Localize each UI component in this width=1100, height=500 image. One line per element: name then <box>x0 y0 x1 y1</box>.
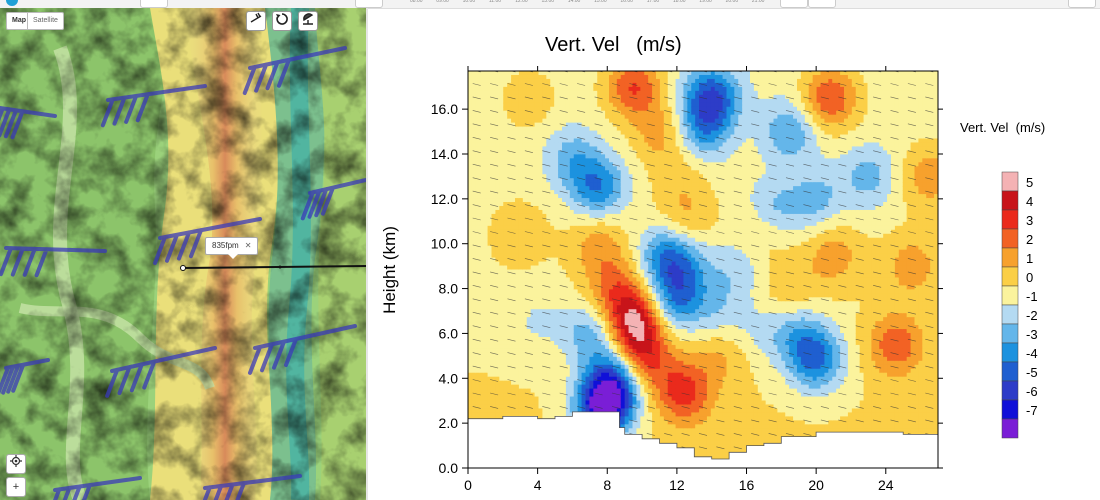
colorbar-swatch <box>1001 266 1019 287</box>
colorbar-label: 4 <box>1026 194 1033 209</box>
radar-dish-icon[interactable] <box>298 11 318 31</box>
colorbar-swatch <box>1001 399 1019 420</box>
wind-barb <box>153 217 262 266</box>
timeline-label[interactable]: 20:00 <box>725 0 739 4</box>
colorbar-label: -3 <box>1026 327 1038 342</box>
y-tick-label: 12.0 <box>431 191 458 207</box>
colorbar-swatch <box>1001 304 1019 325</box>
timeline-label[interactable]: 13:00 <box>541 0 555 4</box>
route-rate-text: 835fpm <box>212 241 239 250</box>
route-info-label[interactable]: 835fpm ✕ <box>205 237 259 259</box>
colorbar-label: -7 <box>1026 403 1038 418</box>
chart-title: Vert. Vel (m/s) <box>545 34 682 56</box>
y-tick-label: 10.0 <box>431 236 458 252</box>
y-tick-label: 8.0 <box>439 281 459 297</box>
colorbar-label: 3 <box>1026 213 1033 228</box>
toolbar-button[interactable] <box>1068 0 1096 8</box>
timeline-next-button[interactable] <box>808 0 836 8</box>
vertical-velocity-chart: 0.02.04.06.08.010.012.014.016.00 4 8 12 16 20… <box>431 66 1038 493</box>
close-icon[interactable]: ✕ <box>244 241 252 250</box>
colorbar-label: -4 <box>1026 346 1038 361</box>
wind-barb <box>300 178 366 221</box>
y-tick-label: 4.0 <box>439 370 459 386</box>
timeline-prev-button[interactable] <box>780 0 808 8</box>
plot-frame <box>467 70 939 469</box>
timeline-label[interactable]: 18:00 <box>673 0 686 4</box>
timeline[interactable]: 08:00 09:00 10:00 11:00 12:00 13:00 14:00 15:00… <box>410 0 780 6</box>
colorbar: 5 4 3 2 1 0 -1 -2 -3 -4 -5 -6 -7 <box>1001 171 1038 439</box>
timeline-label[interactable]: 12:00 <box>515 0 528 4</box>
app-logo[interactable] <box>6 0 18 6</box>
timeline-label[interactable]: 09:00 <box>436 0 449 4</box>
x-tick-label: 24 <box>878 477 894 493</box>
zoom-in-icon[interactable]: + <box>6 477 26 497</box>
timeline-label[interactable]: 08:00 <box>410 0 423 4</box>
toolbar-button[interactable] <box>355 0 383 8</box>
y-tick-label: 6.0 <box>439 325 459 341</box>
colorbar-swatch <box>1001 342 1019 363</box>
x-tick-label: 20 <box>808 477 824 493</box>
wind-barb <box>242 46 347 95</box>
colorbar-swatch <box>1001 323 1019 344</box>
x-tick-label: 16 <box>739 477 755 493</box>
timeline-label[interactable]: 10:00 <box>462 0 476 4</box>
colorbar-swatch <box>1001 247 1019 268</box>
top-toolbar: 08:00 09:00 10:00 11:00 12:00 13:00 14:00 15:00… <box>0 0 1100 9</box>
colorbar-swatch <box>1001 361 1019 382</box>
y-tick-label: 2.0 <box>439 415 459 431</box>
colorbar-swatch <box>1001 209 1019 230</box>
locate-icon[interactable] <box>6 454 26 474</box>
wind-barb <box>0 358 50 395</box>
wind-barb <box>0 106 57 140</box>
timeline-label[interactable]: 14:00 <box>567 0 581 4</box>
wind-barb <box>105 346 217 398</box>
terrain-map[interactable] <box>0 8 366 500</box>
timeline-label[interactable]: 21:00 <box>751 0 765 4</box>
terrain-profile <box>467 411 939 469</box>
map-panel[interactable]: Map Satellite 835fpm ✕ + <box>0 8 366 500</box>
x-tick-label: 4 <box>534 477 542 493</box>
colorbar-label: 5 <box>1026 175 1033 190</box>
satellite-view-tab[interactable]: Satellite <box>27 12 64 30</box>
timeline-label[interactable]: 11:00 <box>488 0 502 4</box>
colorbar-swatch <box>1001 171 1019 192</box>
toolbar-button[interactable] <box>140 0 168 8</box>
wind-barb-icon[interactable] <box>246 11 266 31</box>
panel-divider[interactable] <box>366 8 368 500</box>
colorbar-label: -5 <box>1026 365 1038 380</box>
colorbar-swatch <box>1001 418 1019 439</box>
colorbar-label: 1 <box>1026 251 1033 266</box>
y-axis-title: Height (km) <box>380 226 399 314</box>
wind-barb <box>248 324 357 375</box>
wind-barb <box>0 246 107 278</box>
chart-axes: 0.0 2.0 4.0 6.0 8.0 10.0 12.0 14.0 16.0 0 4 8 12 16 20… <box>431 66 943 493</box>
timeline-label[interactable]: 15:00 <box>594 0 607 4</box>
wind-barb <box>53 476 142 500</box>
timeline-label[interactable]: 19:00 <box>699 0 712 4</box>
timeline-label[interactable]: 16:00 <box>620 0 633 4</box>
colorbar-swatch <box>1001 285 1019 306</box>
colorbar-swatch <box>1001 228 1019 249</box>
colorbar-label: -1 <box>1026 289 1038 304</box>
colorbar-label: -6 <box>1026 384 1038 399</box>
circular-arrows-icon[interactable] <box>272 11 292 31</box>
y-tick-label: 14.0 <box>431 146 458 162</box>
wind-barb <box>202 474 302 500</box>
timeline-label[interactable]: 17:00 <box>646 0 660 4</box>
colorbar-label: -2 <box>1026 308 1038 323</box>
x-tick-label: 8 <box>603 477 611 493</box>
velocity-contour-field <box>468 71 938 468</box>
colorbar-label: 2 <box>1026 232 1033 247</box>
colorbar-swatch <box>1001 380 1019 401</box>
colorbar-label: 0 <box>1026 270 1033 285</box>
colorbar-title: Vert. Vel (m/s) <box>960 120 1046 135</box>
x-tick-label: 0 <box>464 477 472 493</box>
wind-barb <box>100 84 207 128</box>
colorbar-swatch <box>1001 190 1019 211</box>
x-tick-label: 12 <box>669 477 685 493</box>
y-tick-label: 16.0 <box>431 101 458 117</box>
y-tick-label: 0.0 <box>439 460 459 476</box>
